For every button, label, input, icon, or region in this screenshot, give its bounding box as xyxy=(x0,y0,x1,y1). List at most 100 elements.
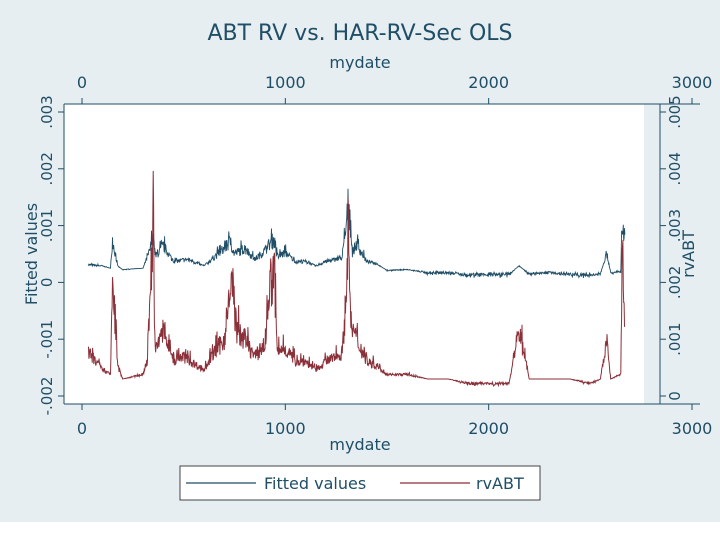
data-point xyxy=(203,265,204,266)
right-y-tick-label: .001 xyxy=(666,322,684,355)
data-point xyxy=(386,270,387,271)
bottom-x-axis-label: mydate xyxy=(329,435,390,454)
data-point xyxy=(274,231,275,232)
data-point xyxy=(590,276,591,277)
data-point xyxy=(254,350,255,351)
data-point xyxy=(590,384,591,385)
data-point xyxy=(342,253,343,254)
data-point xyxy=(274,242,275,243)
data-point xyxy=(88,344,89,345)
data-point xyxy=(88,263,89,264)
data-point xyxy=(110,373,111,374)
data-point xyxy=(606,248,607,249)
data-point xyxy=(519,265,520,266)
data-point xyxy=(142,373,143,374)
data-point xyxy=(224,242,225,243)
legend-label-rvabt: rvABT xyxy=(476,474,524,493)
right-y-tick-label: .004 xyxy=(666,152,684,185)
data-point xyxy=(203,367,204,368)
data-point xyxy=(155,344,156,345)
right-y-tick-label: 0 xyxy=(666,391,684,401)
data-point xyxy=(285,339,286,340)
data-point xyxy=(232,253,233,254)
left-y-tick-label: -.002 xyxy=(38,377,56,416)
data-point xyxy=(569,275,570,276)
data-point xyxy=(122,378,123,379)
data-point xyxy=(356,236,357,237)
data-point xyxy=(623,288,624,289)
data-point xyxy=(102,265,103,266)
data-point xyxy=(325,259,326,260)
data-point xyxy=(236,248,237,249)
bottom-x-tick-label: 3000 xyxy=(672,419,713,438)
data-point xyxy=(346,270,347,271)
left-y-tick-label: .002 xyxy=(38,152,56,185)
data-point xyxy=(621,259,622,260)
top-x-tick-label: 3000 xyxy=(672,73,713,92)
data-point xyxy=(622,214,623,215)
data-point xyxy=(325,356,326,357)
series-line-fitted-values xyxy=(87,188,626,279)
data-point xyxy=(122,269,123,270)
data-point xyxy=(173,259,174,260)
data-point xyxy=(173,356,174,357)
left-y-tick-label: -.001 xyxy=(38,320,56,359)
top-x-tick-label: 2000 xyxy=(468,73,509,92)
data-point xyxy=(295,356,296,357)
data-point xyxy=(264,333,265,334)
data-point xyxy=(163,316,164,317)
data-point xyxy=(529,378,530,379)
data-point xyxy=(112,231,113,232)
data-point xyxy=(149,248,150,249)
data-point xyxy=(254,256,255,257)
data-point xyxy=(610,378,611,379)
legend-label-fitted-values: Fitted values xyxy=(264,474,366,493)
data-point xyxy=(142,268,143,269)
data-point xyxy=(315,367,316,368)
right-y-tick-label: .003 xyxy=(666,209,684,242)
data-point xyxy=(147,356,148,357)
data-point xyxy=(244,327,245,328)
data-point xyxy=(270,235,271,236)
data-point xyxy=(352,248,353,249)
data-point xyxy=(624,299,625,300)
data-point xyxy=(277,253,278,254)
data-point xyxy=(348,174,349,175)
data-point xyxy=(277,344,278,345)
data-point xyxy=(233,248,234,249)
data-point xyxy=(153,185,154,186)
axes-layer: 0 0 1000 1000 2000 2000 3000 3000 -.002 -.001 0 .00… xyxy=(38,73,712,438)
data-point xyxy=(447,378,448,379)
data-point xyxy=(488,384,489,385)
right-y-axis-label: rvABT xyxy=(679,230,698,278)
data-point xyxy=(112,248,113,249)
data-point xyxy=(620,272,621,273)
right-y-tick-label: .005 xyxy=(666,95,684,128)
left-y-tick-label: .001 xyxy=(38,209,56,242)
data-point xyxy=(623,231,624,232)
data-point xyxy=(366,356,367,357)
top-x-axis-label: mydate xyxy=(329,53,390,72)
data-point xyxy=(407,373,408,374)
data-point xyxy=(569,378,570,379)
data-point xyxy=(600,378,601,379)
bottom-x-tick-label: 0 xyxy=(77,419,87,438)
data-point xyxy=(214,253,215,254)
data-point xyxy=(336,350,337,351)
data-point xyxy=(346,214,347,215)
data-point xyxy=(468,276,469,277)
data-point xyxy=(621,219,622,220)
data-point xyxy=(264,245,265,246)
data-point xyxy=(342,344,343,345)
data-point xyxy=(236,316,237,317)
data-point xyxy=(386,373,387,374)
series-layer xyxy=(87,170,626,388)
data-point xyxy=(336,256,337,257)
data-point xyxy=(624,236,625,237)
data-point xyxy=(427,273,428,274)
data-point xyxy=(270,265,271,266)
data-point xyxy=(356,327,357,328)
data-point xyxy=(155,253,156,254)
chart-title: ABT RV vs. HAR-RV-Sec OLS xyxy=(207,21,512,46)
